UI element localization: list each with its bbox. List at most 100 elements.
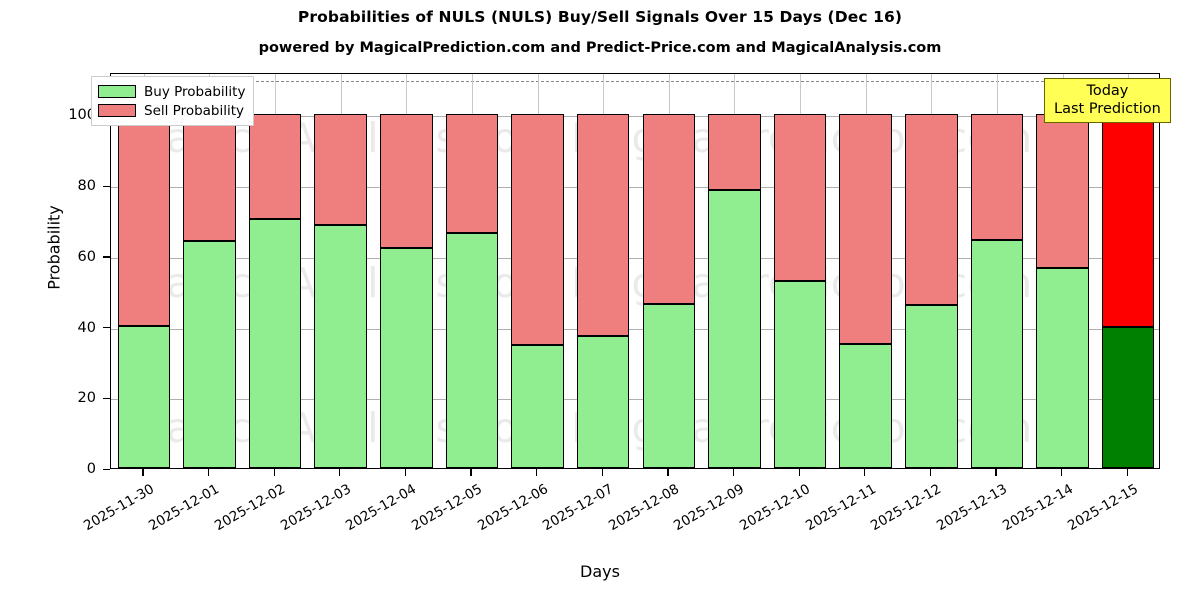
gridline-y-100 bbox=[111, 116, 1159, 118]
bar-segment-buy[interactable] bbox=[117, 325, 171, 468]
bar-group[interactable] bbox=[773, 74, 827, 468]
bar-group[interactable] bbox=[314, 74, 367, 468]
legend-item-sell: Sell Probability bbox=[98, 101, 245, 120]
chart-subtitle: powered by MagicalPrediction.com and Pre… bbox=[258, 40, 942, 56]
bar-group[interactable] bbox=[1036, 74, 1089, 468]
bar-segment-sell[interactable] bbox=[970, 114, 1024, 240]
bar-segment-buy[interactable] bbox=[905, 305, 958, 468]
bar-group[interactable] bbox=[642, 74, 696, 468]
bar-group[interactable] bbox=[248, 74, 302, 468]
x-tick-mark-6 bbox=[536, 469, 538, 476]
y-tick-label-40: 40 bbox=[77, 319, 96, 336]
bar-group[interactable] bbox=[117, 74, 171, 468]
y-tick-label-20: 20 bbox=[77, 390, 96, 407]
bar-segment-buy[interactable] bbox=[576, 335, 630, 468]
bar-segment-sell[interactable] bbox=[642, 114, 696, 304]
bar-segment-buy[interactable] bbox=[773, 281, 827, 468]
bar-group[interactable] bbox=[970, 74, 1024, 468]
x-tick-mark-9 bbox=[732, 469, 735, 476]
bar-segment-buy[interactable] bbox=[642, 303, 696, 468]
gridline-y-40 bbox=[111, 328, 1159, 330]
x-tick-mark-11 bbox=[864, 469, 866, 476]
bar-segment-sell[interactable] bbox=[445, 114, 499, 234]
bar-group[interactable] bbox=[1101, 74, 1155, 468]
bar-segment-sell[interactable] bbox=[1036, 114, 1089, 269]
bar-segment-sell[interactable] bbox=[1101, 114, 1155, 327]
y-tick-mark-20 bbox=[103, 397, 110, 400]
bar-segment-sell[interactable] bbox=[248, 114, 302, 220]
bar-segment-buy[interactable] bbox=[380, 247, 433, 468]
x-tick-mark-1 bbox=[207, 469, 210, 476]
bar-segment-buy[interactable] bbox=[1036, 268, 1089, 468]
chart-legend: Buy Probability Sell Probability bbox=[91, 76, 255, 126]
x-tick-mark-0 bbox=[142, 469, 144, 476]
bar-segment-sell[interactable] bbox=[380, 114, 433, 248]
bar-group[interactable] bbox=[839, 74, 892, 468]
today-annotation: Today Last Prediction bbox=[1044, 78, 1171, 123]
x-tick-mark-15 bbox=[1126, 469, 1128, 476]
y-tick-label-60: 60 bbox=[77, 248, 96, 265]
bar-segment-buy[interactable] bbox=[183, 240, 236, 468]
y-tick-label-80: 80 bbox=[77, 178, 96, 195]
bar-group[interactable] bbox=[905, 74, 958, 468]
bar-segment-buy[interactable] bbox=[314, 225, 367, 468]
bar-segment-sell[interactable] bbox=[511, 114, 564, 345]
bar-group[interactable] bbox=[183, 74, 236, 468]
bar-segment-sell[interactable] bbox=[839, 114, 892, 344]
legend-item-buy: Buy Probability bbox=[98, 82, 245, 101]
x-tick-mark-13 bbox=[995, 469, 997, 476]
bar-group[interactable] bbox=[576, 74, 630, 468]
bar-group[interactable] bbox=[708, 74, 761, 468]
x-tick-mark-14 bbox=[1061, 469, 1063, 476]
today-annotation-line1: Today bbox=[1086, 83, 1129, 99]
x-tick-label: 2025-12-15 bbox=[1065, 481, 1142, 535]
bar-segment-sell[interactable] bbox=[183, 114, 236, 241]
bar-segment-sell[interactable] bbox=[773, 114, 827, 282]
gridline-y-20 bbox=[111, 399, 1159, 401]
bar-segment-sell[interactable] bbox=[314, 114, 367, 226]
bar-segment-buy[interactable] bbox=[445, 233, 499, 468]
gridline-y-110-dashed bbox=[111, 81, 1159, 83]
bar-segment-buy[interactable] bbox=[839, 343, 892, 468]
legend-label-sell: Sell Probability bbox=[144, 102, 245, 119]
x-tick-mark-3 bbox=[339, 469, 341, 476]
y-tick-mark-40 bbox=[103, 327, 110, 329]
y-tick-mark-80 bbox=[103, 185, 110, 187]
legend-swatch-buy bbox=[98, 85, 136, 98]
x-tick-mark-8 bbox=[667, 469, 669, 476]
bar-segment-buy[interactable] bbox=[1101, 326, 1155, 468]
bar-group[interactable] bbox=[511, 74, 564, 468]
bar-segment-buy[interactable] bbox=[511, 344, 564, 468]
bar-segment-buy[interactable] bbox=[248, 219, 302, 468]
x-tick-mark-10 bbox=[798, 469, 800, 476]
chart-title: Probabilities of NULS (NULS) Buy/Sell Si… bbox=[297, 8, 903, 26]
x-axis-label: Days bbox=[580, 562, 620, 581]
y-tick-mark-60 bbox=[103, 256, 110, 258]
legend-label-buy: Buy Probability bbox=[144, 83, 246, 100]
y-tick-label-100: 100 bbox=[68, 107, 96, 124]
today-annotation-line2: Last Prediction bbox=[1054, 101, 1161, 117]
bar-segment-buy[interactable] bbox=[708, 190, 761, 468]
gridline-y-80 bbox=[111, 187, 1159, 189]
y-tick-label-0: 0 bbox=[86, 461, 96, 477]
plot-area: MagicalAnalysis.comMagicalPrediction.com… bbox=[110, 73, 1160, 469]
bar-segment-sell[interactable] bbox=[905, 114, 958, 306]
x-tick-label: 2025-11-30 bbox=[80, 481, 157, 535]
bar-segment-sell[interactable] bbox=[576, 114, 630, 336]
bar-group[interactable] bbox=[380, 74, 433, 468]
x-tick-mark-12 bbox=[929, 469, 932, 476]
gridline-y-60 bbox=[111, 257, 1159, 259]
y-axis-label: Probability bbox=[44, 205, 64, 290]
bar-group[interactable] bbox=[445, 74, 499, 468]
x-tick-mark-7 bbox=[601, 469, 603, 476]
x-tick-mark-5 bbox=[470, 469, 472, 476]
y-tick-mark-0 bbox=[103, 468, 110, 470]
bar-segment-sell[interactable] bbox=[708, 114, 761, 191]
x-tick-mark-4 bbox=[404, 469, 407, 476]
legend-swatch-sell bbox=[98, 104, 136, 117]
x-tick-label: 2025-12-07 bbox=[540, 481, 617, 535]
bar-segment-buy[interactable] bbox=[970, 239, 1024, 468]
bar-segment-sell[interactable] bbox=[117, 114, 171, 326]
x-tick-mark-2 bbox=[273, 469, 275, 476]
